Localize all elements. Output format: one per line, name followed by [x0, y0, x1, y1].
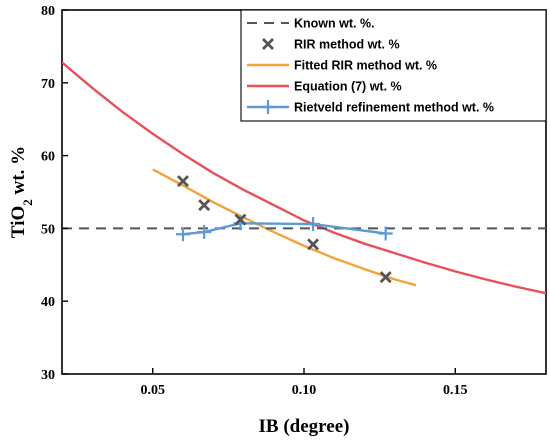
rir-method-wt-point	[307, 238, 320, 251]
rietveld-refinement-method-wt-point	[176, 227, 190, 242]
legend-swatch-rir-method-wt	[262, 38, 274, 50]
rir-method-wt-point	[177, 175, 189, 188]
legend-box	[240, 9, 547, 122]
rietveld-refinement-method-wt-point	[306, 217, 321, 232]
legend-entry-known-wt: Known wt. %.	[294, 17, 375, 31]
legend-entry-equation-7-wt: Equation (7) wt. %	[294, 80, 402, 94]
x-tick-label: 0.05	[141, 383, 166, 398]
x-tick-label: 0.10	[292, 383, 317, 398]
y-tick-label: 60	[41, 150, 55, 165]
legend-entry-rir-method-wt: RIR method wt. %	[294, 38, 400, 52]
equation-7-wt-line	[62, 61, 546, 295]
series-layer	[62, 61, 546, 295]
y-tick-label: 30	[41, 368, 55, 383]
legend-swatch-rietveld-refinement-method-wt-marker	[261, 100, 275, 114]
y-tick-label: 50	[41, 222, 55, 237]
x-tick-label: 0.15	[443, 383, 468, 398]
y-tick-label: 40	[41, 295, 55, 310]
x-axis-label: IB (degree)	[259, 416, 350, 437]
rir-method-wt-point	[198, 199, 211, 212]
y-tick-label: 70	[41, 77, 55, 92]
rietveld-refinement-method-wt-point	[378, 226, 393, 241]
rir-method-wt-point	[234, 213, 247, 226]
rietveld-refinement-method-wt-point	[197, 225, 212, 240]
legend: Known wt. %. RIR method wt. % Fitted RIR m…	[240, 9, 547, 122]
fitted-rir-method-wt-line	[152, 168, 417, 287]
legend-entry-rietveld-refinement-method-wt: Rietveld refinement method wt. %	[294, 101, 494, 115]
rir-method-wt-point	[379, 271, 392, 284]
y-axis-label: TiO2 wt. %	[8, 146, 35, 238]
axes-layer: 0.05 0.10 0.15 30 40 50 60 70 80	[41, 4, 468, 398]
y-tick-label: 80	[41, 4, 55, 19]
legend-entry-fitted-rir-method-wt: Fitted RIR method wt. %	[294, 59, 437, 73]
